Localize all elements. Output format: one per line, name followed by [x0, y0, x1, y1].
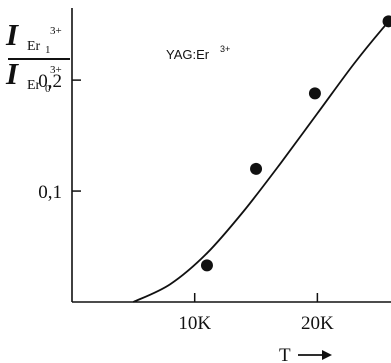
data-point-0 [200, 259, 213, 272]
x-axis-ticks: 10K 20K [178, 293, 334, 334]
y-label-denominator-sub-index: 0 [45, 83, 51, 95]
x-axis-label: T [279, 345, 332, 363]
y-axis-label: I Er 1 3+ I Er 0 3+ [5, 17, 70, 95]
data-point-3 [382, 15, 391, 28]
y-label-numerator-sup: 3+ [50, 25, 62, 37]
x-label-text: T [279, 345, 291, 363]
x-label-arrow-head [322, 350, 332, 360]
y-axis-ticks: 0,1 0,2 [38, 71, 81, 203]
annotation-label: YAG:Er [166, 47, 210, 62]
data-point-2 [308, 87, 321, 100]
y-label-denominator-symbol: I [5, 56, 19, 91]
y-label-numerator-symbol: I [5, 17, 19, 52]
x-tick-label-1: 20K [301, 313, 334, 334]
y-tick-label-1: 0,2 [38, 71, 62, 92]
y-tick-label-0: 0,1 [38, 182, 62, 203]
annotation-superscript: 3+ [220, 44, 230, 54]
data-point-1 [250, 162, 263, 175]
y-label-numerator-sub-index: 1 [45, 44, 51, 56]
x-tick-label-0: 10K [178, 313, 211, 334]
annotation: YAG:Er 3+ [166, 44, 230, 62]
y-label-denominator-sup: 3+ [50, 64, 62, 76]
y-label-denominator-sub: Er [27, 78, 41, 93]
fit-curve-line [132, 18, 391, 303]
y-label-numerator-sub: Er [27, 39, 41, 54]
data-points [200, 15, 391, 272]
